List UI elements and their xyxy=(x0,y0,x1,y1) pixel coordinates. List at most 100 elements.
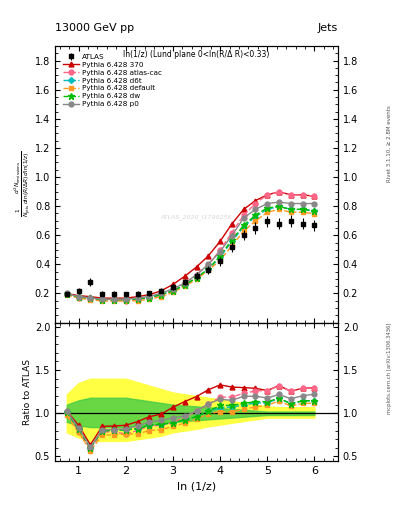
Pythia 6.428 dw xyxy=(218,253,222,259)
Pythia 6.428 dw xyxy=(147,294,152,301)
Pythia 6.428 default xyxy=(277,206,281,212)
Pythia 6.428 370 xyxy=(300,191,305,198)
Pythia 6.428 d6t xyxy=(300,206,305,212)
Pythia 6.428 atlas-cac xyxy=(112,297,116,303)
Pythia 6.428 p0 xyxy=(100,296,105,303)
Pythia 6.428 dw xyxy=(194,274,199,281)
Pythia 6.428 dw xyxy=(277,203,281,209)
Text: ln(1/z) (Lund plane 0<ln(R/Δ R)<0.33): ln(1/z) (Lund plane 0<ln(R/Δ R)<0.33) xyxy=(123,50,270,59)
Pythia 6.428 dw xyxy=(64,291,69,297)
Pythia 6.428 370 xyxy=(288,191,293,198)
Pythia 6.428 d6t xyxy=(171,288,175,294)
Pythia 6.428 p0 xyxy=(64,290,69,296)
Pythia 6.428 dw xyxy=(159,291,163,297)
Text: Jets: Jets xyxy=(318,23,338,33)
Pythia 6.428 dw xyxy=(100,296,105,303)
Pythia 6.428 370 xyxy=(253,198,258,204)
Pythia 6.428 p0 xyxy=(288,201,293,207)
Pythia 6.428 atlas-cac xyxy=(64,291,69,297)
Pythia 6.428 p0 xyxy=(159,290,163,296)
Pythia 6.428 atlas-cac xyxy=(123,298,128,304)
Pythia 6.428 p0 xyxy=(241,215,246,221)
Pythia 6.428 dw xyxy=(288,206,293,212)
Pythia 6.428 d6t xyxy=(76,294,81,300)
Line: Pythia 6.428 default: Pythia 6.428 default xyxy=(65,207,316,303)
Pythia 6.428 default xyxy=(241,228,246,234)
Line: Pythia 6.428 370: Pythia 6.428 370 xyxy=(64,189,317,301)
Pythia 6.428 370 xyxy=(312,193,317,199)
Y-axis label: $\frac{1}{N_{\rm jets}}\frac{d^2 N_{\rm emissions}}{d\ln (R/\Delta R)\, d\ln (1/: $\frac{1}{N_{\rm jets}}\frac{d^2 N_{\rm … xyxy=(13,151,33,218)
Pythia 6.428 atlas-cac xyxy=(159,292,163,298)
Pythia 6.428 atlas-cac xyxy=(288,191,293,198)
Pythia 6.428 atlas-cac xyxy=(265,191,270,198)
Legend: ATLAS, Pythia 6.428 370, Pythia 6.428 atlas-cac, Pythia 6.428 d6t, Pythia 6.428 : ATLAS, Pythia 6.428 370, Pythia 6.428 at… xyxy=(61,52,163,109)
Pythia 6.428 atlas-cac xyxy=(312,193,317,199)
Pythia 6.428 d6t xyxy=(241,224,246,230)
Pythia 6.428 default xyxy=(123,298,128,304)
Pythia 6.428 d6t xyxy=(112,296,116,303)
Pythia 6.428 p0 xyxy=(182,280,187,286)
Pythia 6.428 p0 xyxy=(76,293,81,300)
Text: mcplots.cern.ch [arXiv:1306.3436]: mcplots.cern.ch [arXiv:1306.3436] xyxy=(387,323,392,414)
Pythia 6.428 p0 xyxy=(147,293,152,300)
Pythia 6.428 370 xyxy=(241,206,246,212)
Pythia 6.428 dw xyxy=(123,296,128,303)
Pythia 6.428 p0 xyxy=(171,286,175,292)
Pythia 6.428 d6t xyxy=(194,274,199,281)
Text: ATLAS_2020_I1790256: ATLAS_2020_I1790256 xyxy=(161,215,232,220)
Pythia 6.428 d6t xyxy=(253,214,258,220)
Pythia 6.428 default xyxy=(88,296,93,303)
Pythia 6.428 p0 xyxy=(265,201,270,207)
Pythia 6.428 dw xyxy=(182,282,187,288)
Pythia 6.428 atlas-cac xyxy=(147,295,152,301)
Pythia 6.428 default xyxy=(194,276,199,282)
Pythia 6.428 p0 xyxy=(218,248,222,254)
Pythia 6.428 d6t xyxy=(206,266,211,272)
Pythia 6.428 default xyxy=(76,295,81,301)
Pythia 6.428 dw xyxy=(171,288,175,294)
Pythia 6.428 370 xyxy=(218,238,222,244)
Pythia 6.428 370 xyxy=(194,264,199,270)
Pythia 6.428 default xyxy=(300,209,305,216)
Pythia 6.428 atlas-cac xyxy=(253,201,258,207)
Pythia 6.428 p0 xyxy=(112,296,116,303)
Pythia 6.428 dw xyxy=(206,266,211,272)
Pythia 6.428 atlas-cac xyxy=(218,247,222,253)
Line: Pythia 6.428 d6t: Pythia 6.428 d6t xyxy=(65,204,316,302)
Pythia 6.428 d6t xyxy=(288,206,293,212)
Pythia 6.428 d6t xyxy=(64,291,69,297)
Pythia 6.428 d6t xyxy=(312,208,317,214)
Pythia 6.428 atlas-cac xyxy=(241,212,246,218)
Pythia 6.428 atlas-cac xyxy=(171,288,175,294)
Text: 13000 GeV pp: 13000 GeV pp xyxy=(55,23,134,33)
Pythia 6.428 d6t xyxy=(135,296,140,302)
Pythia 6.428 default xyxy=(112,298,116,304)
Pythia 6.428 default xyxy=(100,298,105,304)
Pythia 6.428 p0 xyxy=(277,199,281,205)
Pythia 6.428 default xyxy=(230,243,234,249)
Pythia 6.428 370 xyxy=(159,288,163,294)
Pythia 6.428 d6t xyxy=(182,282,187,288)
Pythia 6.428 dw xyxy=(253,212,258,218)
Pythia 6.428 atlas-cac xyxy=(300,191,305,198)
Pythia 6.428 default xyxy=(206,267,211,273)
Pythia 6.428 370 xyxy=(112,295,116,301)
Pythia 6.428 370 xyxy=(76,292,81,298)
Pythia 6.428 default xyxy=(253,218,258,224)
Pythia 6.428 atlas-cac xyxy=(194,272,199,278)
Pythia 6.428 default xyxy=(265,209,270,216)
Pythia 6.428 p0 xyxy=(312,201,317,207)
Pythia 6.428 dw xyxy=(312,208,317,214)
Pythia 6.428 default xyxy=(147,296,152,303)
Pythia 6.428 d6t xyxy=(88,295,93,301)
Pythia 6.428 default xyxy=(135,297,140,304)
Pythia 6.428 d6t xyxy=(218,254,222,261)
Pythia 6.428 dw xyxy=(76,294,81,300)
Pythia 6.428 atlas-cac xyxy=(100,297,105,303)
Pythia 6.428 p0 xyxy=(88,295,93,301)
Pythia 6.428 dw xyxy=(265,205,270,211)
Pythia 6.428 atlas-cac xyxy=(206,262,211,268)
Pythia 6.428 370 xyxy=(182,273,187,280)
Pythia 6.428 dw xyxy=(88,295,93,301)
Line: Pythia 6.428 atlas-cac: Pythia 6.428 atlas-cac xyxy=(64,189,317,304)
